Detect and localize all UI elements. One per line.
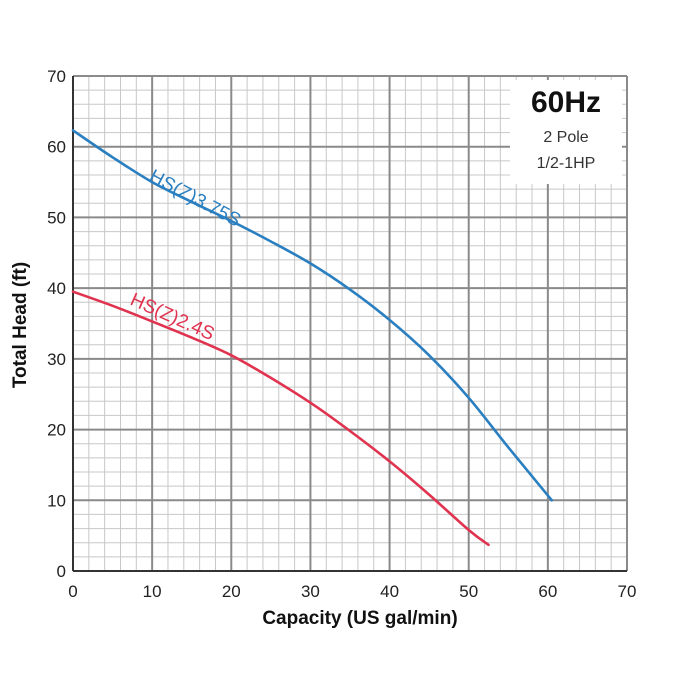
y-tick-label: 70: [47, 67, 66, 86]
pole-label: 2 Pole: [543, 129, 588, 146]
y-tick-label: 20: [47, 421, 66, 440]
x-axis-label: Capacity (US gal/min): [262, 608, 457, 629]
x-tick-label: 70: [618, 582, 637, 601]
y-tick-label: 10: [47, 491, 66, 510]
horsepower-label: 1/2-1HP: [537, 155, 596, 172]
x-tick-label: 40: [380, 582, 399, 601]
performance-curves: [71, 129, 554, 547]
series-label-hs3-75s: HS(Z)3.75S: [146, 166, 244, 232]
y-tick-label: 0: [57, 562, 66, 581]
frequency-label: 60Hz: [531, 86, 601, 119]
y-axis-label: Total Head (ft): [10, 262, 31, 388]
minor-grid: [73, 76, 627, 571]
x-tick-label: 60: [538, 582, 557, 601]
series-line-1: [71, 290, 490, 547]
x-tick-label: 20: [222, 582, 241, 601]
y-tick-label: 50: [47, 208, 66, 227]
series-line-0: [71, 129, 554, 502]
x-axis-ticks: 0 10 20 30 40 50 60 70: [68, 582, 636, 601]
info-box-background: [510, 80, 622, 184]
y-axis-ticks: 0 10 20 30 40 50 60 70: [47, 67, 66, 581]
x-tick-label: 50: [459, 582, 478, 601]
y-tick-label: 30: [47, 350, 66, 369]
x-tick-label: 10: [143, 582, 162, 601]
major-grid: [72, 75, 628, 572]
x-tick-label: 30: [301, 582, 320, 601]
y-tick-label: 40: [47, 279, 66, 298]
x-tick-label: 0: [68, 582, 77, 601]
info-box: 60Hz 2 Pole 1/2-1HP: [510, 80, 622, 184]
y-tick-label: 60: [47, 138, 66, 157]
